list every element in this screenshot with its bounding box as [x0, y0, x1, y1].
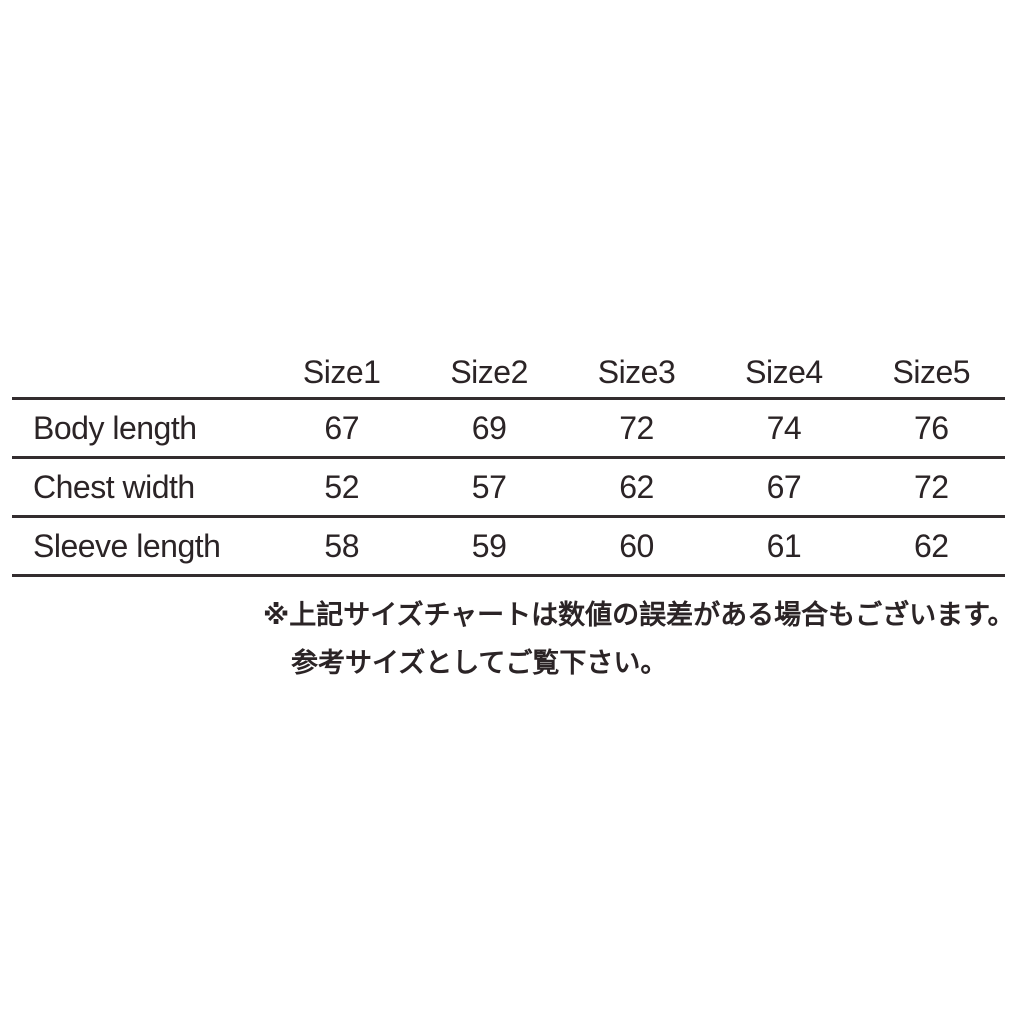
row-label-chest-width: Chest width: [33, 468, 195, 505]
column-header-size5: Size5: [892, 354, 971, 390]
cell-body-length-size5: 76: [913, 409, 949, 446]
cell-body-length-size2: 69: [471, 409, 507, 446]
disclaimer-note-line-2: 参考サイズとしてご覧下さい。: [291, 648, 668, 678]
column-header-size1: Size1: [302, 354, 381, 390]
cell-sleeve-length-size4: 61: [766, 527, 802, 564]
row-label-body-length: Body length: [33, 409, 197, 446]
header-empty-cell: [12, 388, 268, 397]
cell-sleeve-length-size1: 58: [324, 527, 359, 564]
disclaimer-note-line-1: ※上記サイズチャートは数値の誤差がある場合もございます。: [263, 600, 1015, 630]
cell-chest-width-size4: 67: [766, 468, 802, 505]
cell-body-length-size4: 74: [766, 409, 802, 446]
cell-chest-width-size3: 62: [619, 468, 654, 505]
cell-chest-width-size1: 52: [324, 468, 359, 505]
table-row-chest-width: Chest width 52 57 62 67 72: [12, 456, 1005, 515]
size-table-header-row: Size1 Size2 Size3 Size4 Size5: [12, 349, 1005, 397]
column-header-size3: Size3: [597, 354, 676, 390]
row-label-sleeve-length: Sleeve length: [33, 527, 221, 564]
cell-sleeve-length-size3: 60: [619, 527, 654, 564]
column-header-size2: Size2: [450, 354, 528, 390]
cell-chest-width-size5: 72: [913, 468, 949, 505]
table-row-body-length: Body length 67 69 72 74 76: [12, 397, 1005, 456]
disclaimer-note: ※上記サイズチャートは数値の誤差がある場合もございます。 参考サイズとしてご覧下…: [263, 591, 1024, 687]
size-table: Size1 Size2 Size3 Size4 Size5 Body lengt…: [12, 349, 1005, 577]
cell-sleeve-length-size2: 59: [471, 527, 507, 564]
column-header-size4: Size4: [745, 354, 823, 390]
cell-chest-width-size2: 57: [471, 468, 507, 505]
cell-body-length-size3: 72: [619, 409, 654, 446]
table-row-sleeve-length: Sleeve length 58 59 60 61 62: [12, 515, 1005, 577]
cell-body-length-size1: 67: [324, 409, 359, 446]
cell-sleeve-length-size5: 62: [913, 527, 949, 564]
